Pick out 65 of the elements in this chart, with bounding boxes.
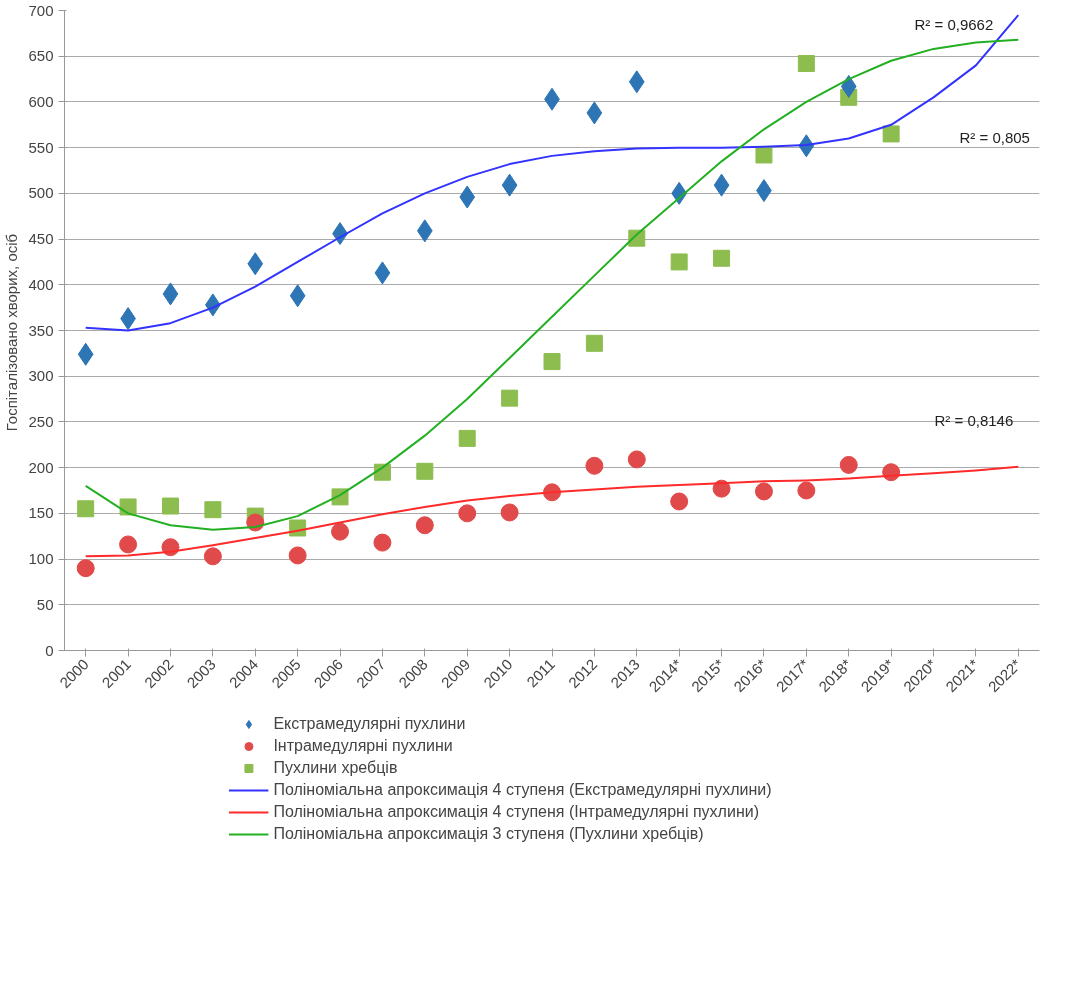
point — [754, 482, 773, 501]
point — [501, 389, 519, 407]
y-tick-label: 150 — [28, 504, 54, 522]
point — [839, 455, 858, 474]
y-tick-label: 550 — [28, 138, 54, 156]
point — [289, 284, 306, 308]
y-tick-label: 50 — [36, 595, 54, 613]
point — [161, 497, 179, 515]
y-tick-label: 100 — [28, 550, 54, 568]
y-tick-label: 500 — [28, 184, 54, 202]
y-tick-label: 300 — [28, 367, 54, 385]
point — [500, 503, 519, 522]
y-tick-label: 250 — [28, 412, 54, 430]
point — [162, 282, 179, 306]
legend-label: Поліноміальна апроксимація 3 ступеня (Пухлини хребців) — [273, 825, 704, 843]
point — [459, 185, 476, 209]
point — [627, 450, 646, 469]
point — [586, 101, 603, 125]
point — [458, 504, 477, 523]
y-tick-label: 350 — [28, 321, 54, 339]
point — [77, 342, 94, 366]
point — [501, 173, 518, 197]
y-tick-label: 650 — [28, 47, 54, 65]
point — [543, 353, 561, 371]
point — [416, 219, 433, 243]
point — [882, 125, 900, 143]
point — [77, 500, 95, 518]
point — [331, 522, 350, 541]
y-tick-label: 400 — [28, 275, 54, 293]
point — [203, 547, 222, 566]
point — [373, 533, 392, 552]
point — [415, 516, 434, 535]
point — [458, 429, 476, 447]
annotation: R² = 0,8146 — [934, 411, 1014, 429]
point — [840, 74, 857, 98]
legend-label: Поліноміальна апроксимація 4 ступеня (Екстрамедулярні пухлини) — [273, 781, 772, 799]
point — [374, 261, 391, 285]
point — [204, 501, 222, 519]
legend-label: Поліноміальна апроксимація 4 ступеня (Інтрамедулярні пухлини) — [273, 803, 759, 821]
y-tick-label: 600 — [28, 92, 54, 110]
point — [797, 481, 816, 500]
annotation: R² = 0,805 — [959, 128, 1030, 146]
point — [670, 492, 689, 511]
y-axis-title: Госпіталізовано хворих, осіб — [3, 233, 21, 432]
point — [755, 146, 773, 164]
y-tick-label: 700 — [28, 1, 54, 19]
point — [119, 535, 138, 554]
point — [585, 334, 603, 352]
y-tick-label: 0 — [45, 641, 54, 659]
y-tick-label: 450 — [28, 230, 54, 248]
y-tick-label: 200 — [28, 458, 54, 476]
point — [247, 252, 264, 276]
point — [76, 559, 95, 578]
point — [585, 456, 604, 475]
point — [628, 70, 645, 94]
legend-label: Інтрамедулярні пухлини — [273, 737, 453, 755]
legend-label: Екстрамедулярні пухлини — [273, 715, 466, 733]
point — [713, 249, 731, 267]
point — [670, 253, 688, 271]
point — [797, 55, 815, 73]
point — [288, 546, 307, 565]
legend-label: Пухлини хребців — [273, 759, 398, 777]
annotation: R² = 0,9662 — [914, 15, 994, 33]
point — [713, 173, 730, 197]
point — [416, 462, 434, 480]
